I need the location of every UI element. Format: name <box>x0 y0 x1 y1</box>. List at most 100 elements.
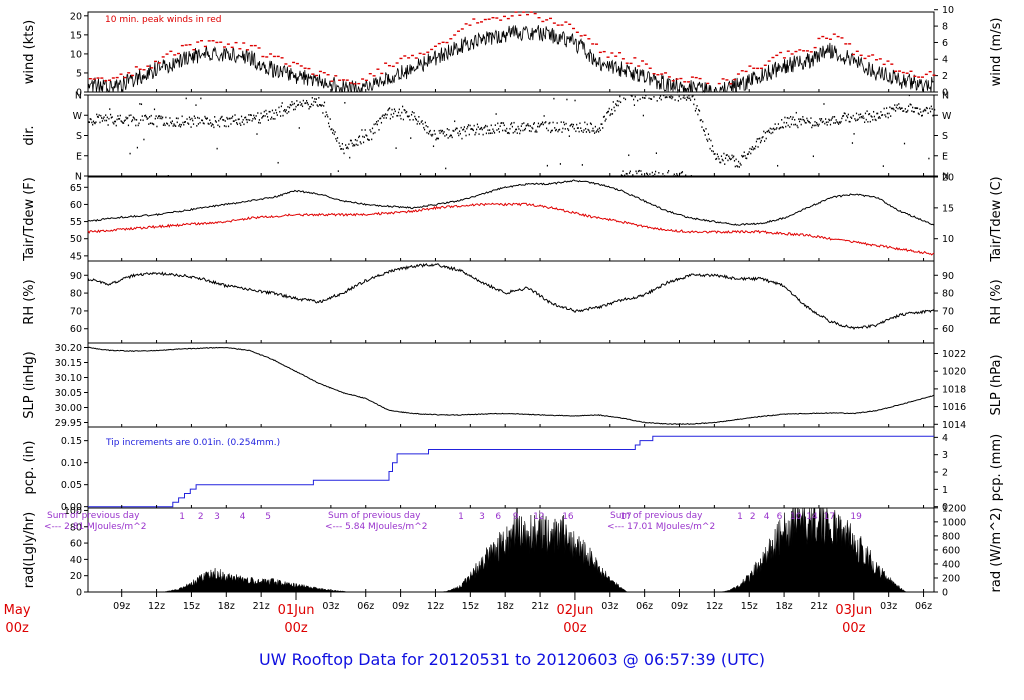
dir-point <box>830 119 832 121</box>
dir-point <box>511 125 514 128</box>
dir-point <box>100 114 102 117</box>
peak-wind-mark <box>399 57 403 60</box>
right-tick-label: 1022 <box>942 349 966 360</box>
dir-point <box>329 118 331 120</box>
dir-point <box>152 123 154 125</box>
dir-point <box>454 120 456 123</box>
dir-point <box>267 119 269 121</box>
dir-point <box>654 170 657 173</box>
dir-point <box>266 113 268 115</box>
dir-point <box>620 174 623 176</box>
dir-point <box>160 115 162 118</box>
dir-point <box>506 132 509 134</box>
dir-point <box>768 131 771 134</box>
dir-point <box>803 120 806 122</box>
dir-point <box>556 122 558 124</box>
x-hour-label: 12z <box>706 601 723 612</box>
dir-point <box>541 123 543 125</box>
peak-wind-mark <box>587 38 591 40</box>
dir-point <box>191 117 193 120</box>
right-tick-label: 1020 <box>942 367 966 378</box>
right-tick-label: W <box>942 111 952 122</box>
dir-point <box>544 121 546 124</box>
dir-point <box>469 124 471 127</box>
dir-point <box>909 103 911 106</box>
dir-point <box>650 98 653 100</box>
dir-point <box>886 112 889 115</box>
dir-point <box>538 125 540 128</box>
dir-point <box>309 106 311 108</box>
precip-step-line <box>88 435 934 508</box>
dir-point <box>874 118 876 121</box>
dir-point <box>104 119 106 122</box>
peak-wind-mark <box>694 76 698 79</box>
dir-point <box>747 153 749 155</box>
dir-point <box>742 155 744 158</box>
peak-wind-mark <box>384 62 388 64</box>
dir-point <box>539 124 541 127</box>
peak-wind-mark <box>518 14 522 16</box>
dir-point <box>812 155 814 158</box>
right-tick-label: 10 <box>942 5 954 16</box>
dir-point <box>613 106 615 109</box>
dir-point <box>536 131 538 133</box>
dir-point <box>493 130 495 133</box>
dir-point <box>866 110 868 112</box>
dir-point <box>593 132 596 134</box>
dir-point <box>423 128 426 131</box>
dir-point <box>895 106 897 109</box>
dir-point <box>664 96 666 99</box>
dir-point <box>389 117 391 120</box>
dir-point <box>253 114 255 117</box>
dir-point <box>903 142 906 145</box>
dir-point <box>345 147 348 149</box>
peak-wind-mark <box>595 43 599 45</box>
dir-point <box>880 111 882 113</box>
dir-point <box>689 99 692 101</box>
dir-point <box>822 120 824 123</box>
dir-point <box>140 103 143 106</box>
dir-point <box>792 116 794 119</box>
dir-point <box>646 173 649 176</box>
dir-point <box>95 121 97 123</box>
dir-point <box>375 123 377 125</box>
dir-point <box>535 129 537 132</box>
dir-point <box>596 129 598 132</box>
peak-wind-mark <box>146 65 150 67</box>
peak-wind-mark <box>161 56 165 58</box>
dir-point <box>616 100 618 102</box>
dir-point <box>449 135 451 138</box>
peak-wind-mark <box>510 15 514 17</box>
dir-point <box>750 148 753 151</box>
dir-point <box>847 113 849 116</box>
dir-point <box>904 108 906 110</box>
dir-point <box>506 127 508 130</box>
x-hour-label: 03z <box>601 601 618 612</box>
dir-point <box>848 120 850 123</box>
dir-point <box>231 117 233 119</box>
dir-point <box>673 173 675 176</box>
dir-point <box>745 157 747 160</box>
peak-wind-mark <box>345 79 349 81</box>
peak-wind-mark <box>387 64 391 67</box>
dir-point <box>676 173 678 175</box>
dir-point <box>621 174 623 177</box>
dir-point <box>162 124 165 126</box>
dir-point <box>818 123 820 126</box>
dir-point <box>781 118 783 121</box>
dir-point <box>615 104 618 107</box>
dir-point <box>164 124 166 127</box>
dir-point <box>680 98 682 100</box>
dir-point <box>170 121 172 124</box>
dir-point <box>223 125 226 127</box>
dir-point <box>292 108 295 111</box>
dir-point <box>599 129 601 132</box>
dir-point <box>634 95 636 98</box>
right-tick-label: 3 <box>942 450 948 461</box>
dir-point <box>288 110 290 113</box>
dir-point <box>790 123 793 126</box>
dir-point <box>363 136 365 138</box>
left-tick-label: S <box>76 131 82 142</box>
dir-point <box>130 114 132 116</box>
dir-point <box>233 120 235 122</box>
